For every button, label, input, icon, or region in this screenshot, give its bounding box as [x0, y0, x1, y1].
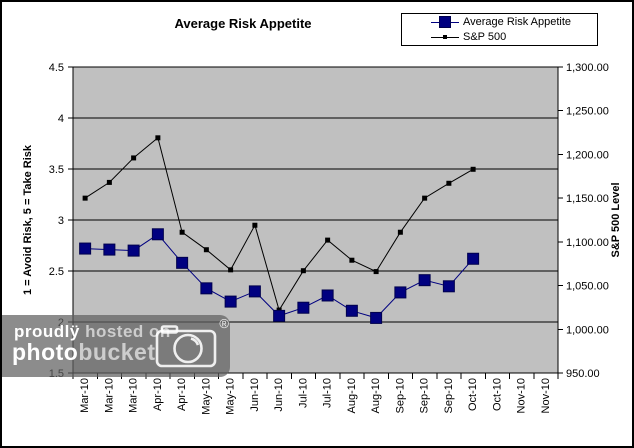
sp500-point: [131, 155, 137, 161]
watermark-line2: photobucket: [12, 339, 156, 366]
sp500-point: [82, 195, 88, 201]
right-axis-tick-label: 950.00: [566, 368, 600, 380]
sp500-point: [228, 267, 234, 273]
sp500-point: [422, 195, 428, 201]
left-axis-tick-label: 2.5: [49, 266, 64, 278]
x-axis-category-label: May-10: [200, 378, 212, 415]
right-axis-tick-label: 1,100.00: [566, 237, 609, 249]
right-axis-tick-label: 1,000.00: [566, 324, 609, 336]
x-axis-category-label: Nov-10: [516, 378, 528, 413]
risk-appetite-point: [151, 228, 164, 241]
watermark-bucket: bucket: [78, 339, 156, 365]
watermark-proudly: proudlÿ: [14, 322, 80, 341]
x-axis-category-label: Mar-10: [103, 378, 115, 413]
sp500-marker-icon: [431, 32, 459, 43]
left-axis-tick-label: 3.5: [49, 164, 64, 176]
watermark-line1: proudlÿ hosted on: [14, 322, 171, 342]
risk-appetite-point: [394, 286, 407, 299]
sp500-point: [349, 257, 355, 263]
x-axis-category-label: Apr-10: [176, 378, 188, 411]
risk-appetite-point: [103, 243, 116, 256]
x-axis-category-label: Mar-10: [79, 378, 91, 413]
left-axis-tick-label: 4: [58, 113, 64, 125]
x-axis-category-label: Oct-10: [491, 378, 503, 411]
x-axis-category-label: Jul-10: [297, 378, 309, 408]
x-axis-category-label: Oct-10: [467, 378, 479, 411]
right-axis-tick-label: 1,200.00: [566, 149, 609, 161]
x-axis-category-label: Sep-10: [419, 378, 431, 413]
right-axis-title: S&P 500 Level: [610, 182, 622, 258]
right-axis-tick-label: 1,250.00: [566, 106, 609, 118]
sp500-point: [446, 180, 452, 186]
sp500-point: [252, 222, 258, 228]
sp500-point: [325, 237, 331, 243]
x-axis-category-label: Sep-10: [394, 378, 406, 413]
sp500-point: [300, 268, 306, 274]
chart-title: Average Risk Appetite: [174, 16, 312, 31]
x-axis-category-label: Jun-10: [249, 378, 261, 412]
x-axis-category-label: Apr-10: [152, 378, 164, 411]
legend-label-risk-appetite: Average Risk Appetite: [463, 16, 572, 28]
sp500-point: [155, 135, 161, 141]
risk-appetite-point: [176, 256, 189, 269]
risk-appetite-point: [418, 274, 431, 287]
risk-appetite-point: [224, 295, 237, 308]
right-axis-tick-label: 1,050.00: [566, 281, 609, 293]
x-axis-category-label: Aug-10: [370, 378, 382, 413]
sp500-point: [203, 247, 209, 253]
risk-appetite-point: [200, 282, 213, 295]
legend-row-risk-appetite: Average Risk Appetite: [402, 15, 597, 29]
x-axis-category-label: Nov-10: [540, 378, 552, 413]
sp500-point: [106, 179, 112, 185]
left-axis-title: 1 = Avoid Risk, 5 = Take Risk: [22, 145, 34, 295]
x-axis-category-label: Jul-10: [322, 378, 334, 408]
sp500-point: [373, 269, 379, 275]
right-axis-tick-label: 1,300.00: [566, 62, 609, 74]
risk-appetite-point: [248, 285, 261, 298]
sp500-point: [397, 229, 403, 235]
risk-appetite-point: [127, 244, 140, 257]
left-axis-tick-label: 4.5: [49, 62, 64, 74]
risk-appetite-marker-icon: [431, 16, 459, 28]
x-axis-category-label: Aug-10: [346, 378, 358, 413]
x-axis-category-label: Mar-10: [128, 378, 140, 413]
risk-appetite-point: [370, 311, 383, 324]
sp500-point: [470, 166, 476, 172]
risk-appetite-point: [297, 301, 310, 314]
legend-row-sp500: S&P 500: [402, 30, 597, 44]
sp500-point: [179, 229, 185, 235]
risk-appetite-point: [321, 289, 334, 302]
right-axis-tick-label: 1,150.00: [566, 193, 609, 205]
registered-trademark-icon: ®: [219, 316, 229, 331]
watermark-hosted-on: hosted on: [79, 322, 171, 341]
left-axis-tick-label: 3: [58, 215, 64, 227]
photobucket-watermark: proudlÿ hosted on photobucket ®: [2, 315, 230, 377]
risk-appetite-point: [442, 280, 455, 293]
x-axis-category-label: May-10: [225, 378, 237, 415]
risk-appetite-point: [345, 304, 358, 317]
x-axis-category-label: Jun-10: [273, 378, 285, 412]
watermark-photo: photo: [12, 339, 79, 365]
risk-appetite-point: [273, 309, 286, 322]
legend-label-sp500: S&P 500: [463, 31, 507, 43]
risk-appetite-point: [79, 242, 92, 255]
camera-icon: [155, 325, 217, 368]
risk-appetite-point: [467, 252, 480, 265]
legend-box: Average Risk Appetite S&P 500: [401, 13, 598, 46]
x-axis-category-label: Sep-10: [443, 378, 455, 413]
